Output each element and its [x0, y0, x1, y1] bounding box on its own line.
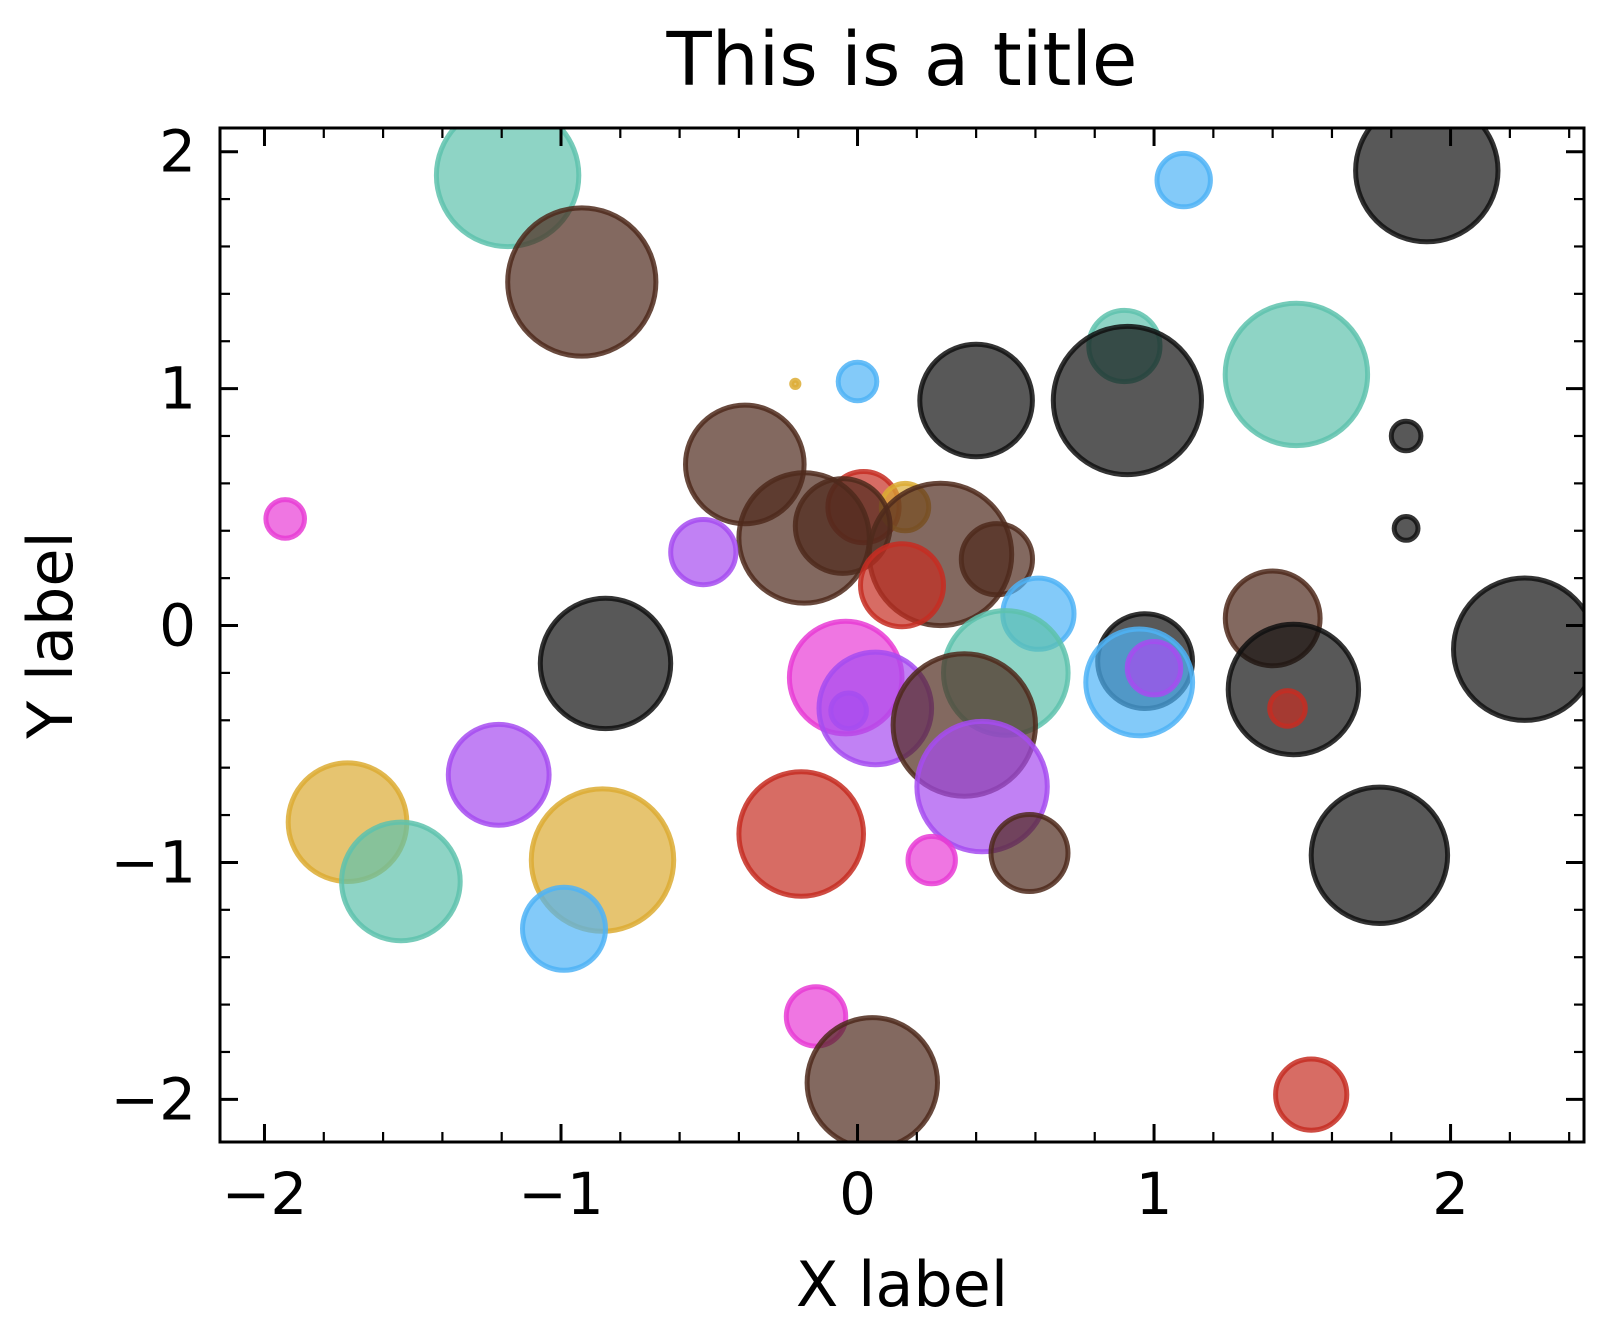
scatter-point-19 — [958, 521, 1036, 598]
scatter-point-1 — [505, 205, 659, 359]
scatter-point-34 — [828, 690, 869, 732]
scatter-point-37 — [988, 812, 1071, 894]
bubbles-layer — [263, 128, 1584, 1142]
scatter-point-31 — [1451, 575, 1584, 723]
scatter-point-47 — [804, 1015, 940, 1142]
x-tick-label-3: 1 — [1136, 1160, 1173, 1228]
plot-frame — [218, 126, 1586, 1144]
scatter-point-3 — [1353, 128, 1501, 245]
scatter-point-6 — [835, 359, 880, 404]
scatter-point-10 — [1388, 418, 1424, 454]
scatter-point-24 — [537, 595, 674, 732]
x-axis-label: X label — [796, 1248, 1008, 1321]
y-tick-label-0: −2 — [111, 1065, 197, 1133]
scatter-point-12 — [263, 497, 308, 541]
scatter-point-2 — [1154, 150, 1213, 210]
y-tick-label-1: −1 — [111, 828, 197, 896]
x-tick-label-1: −1 — [518, 1160, 604, 1228]
x-tick-label-4: 2 — [1432, 1160, 1469, 1228]
scatter-point-7 — [789, 377, 802, 390]
scatter-point-9 — [1050, 323, 1205, 478]
x-tick-label-0: −2 — [222, 1160, 308, 1228]
scatter-point-11 — [1391, 514, 1421, 543]
scatter-point-45 — [1308, 784, 1451, 926]
scatter-point-20 — [858, 541, 946, 630]
scatter-point-40 — [445, 721, 552, 828]
ticks-layer — [220, 128, 1584, 1142]
y-tick-label-2: 0 — [159, 592, 196, 660]
tick-labels-layer: −2 −1 0 1 2 −2 −1 0 1 2 — [111, 118, 1470, 1228]
scatter-point-30 — [1267, 688, 1308, 729]
scatter-point-8 — [917, 341, 1035, 460]
y-tick-label-3: 1 — [159, 355, 196, 423]
scatter-point-42 — [339, 819, 463, 944]
scatter-point-38 — [905, 833, 958, 887]
y-tick-label-4: 2 — [159, 118, 196, 186]
chart-title: This is a title — [666, 17, 1138, 103]
scatter-point-21 — [668, 517, 739, 588]
scatter-point-48 — [1273, 1056, 1350, 1133]
y-axis-label: Y label — [14, 531, 87, 740]
x-tick-label-2: 0 — [839, 1160, 876, 1228]
scatter-point-5 — [1222, 300, 1371, 449]
scatter-point-44 — [520, 884, 608, 973]
scatter-point-27 — [1124, 639, 1184, 698]
scatter-point-39 — [736, 769, 867, 899]
